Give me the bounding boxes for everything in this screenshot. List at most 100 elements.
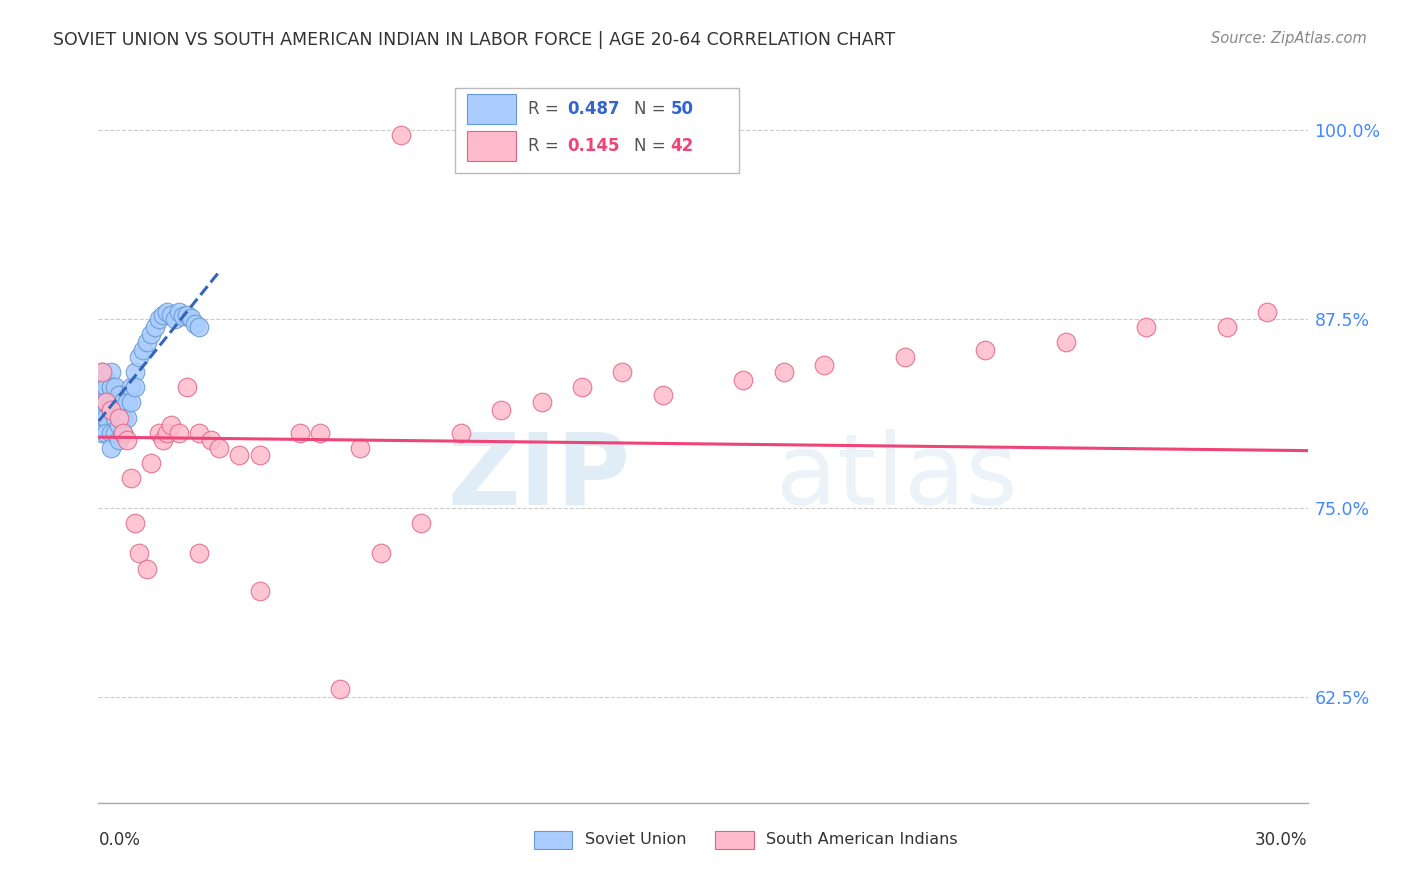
Point <box>91 365 114 379</box>
Bar <box>716 830 754 849</box>
Point <box>167 304 190 318</box>
Point <box>188 319 211 334</box>
Point <box>103 410 125 425</box>
Point <box>100 365 122 379</box>
Point <box>329 682 352 697</box>
Point <box>160 418 183 433</box>
Point <box>152 433 174 447</box>
Point <box>172 310 194 324</box>
Point <box>1054 334 1077 349</box>
Text: South American Indians: South American Indians <box>766 832 957 847</box>
Text: Soviet Union: Soviet Union <box>585 832 686 847</box>
Point <box>1216 319 1239 334</box>
Point <box>103 380 125 394</box>
Point <box>103 425 125 440</box>
Point <box>96 380 118 394</box>
Text: SOVIET UNION VS SOUTH AMERICAN INDIAN IN LABOR FORCE | AGE 20-64 CORRELATION CHA: SOVIET UNION VS SOUTH AMERICAN INDIAN IN… <box>53 31 896 49</box>
Point <box>249 584 271 599</box>
Point <box>409 516 432 531</box>
Point <box>139 456 162 470</box>
Point <box>288 425 311 440</box>
Point <box>120 471 142 485</box>
Point <box>370 547 392 561</box>
Point <box>143 319 166 334</box>
Point <box>91 365 114 379</box>
Text: ZIP: ZIP <box>447 428 630 525</box>
Point <box>115 410 138 425</box>
Point <box>156 304 179 318</box>
Bar <box>534 830 572 849</box>
Point <box>124 380 146 394</box>
Point <box>100 395 122 409</box>
Text: R =: R = <box>527 137 564 155</box>
Point <box>813 358 835 372</box>
Point <box>167 425 190 440</box>
Point <box>111 425 134 440</box>
Point <box>115 395 138 409</box>
Point <box>188 547 211 561</box>
Point <box>96 395 118 409</box>
Point <box>893 350 915 364</box>
Point <box>120 395 142 409</box>
Point <box>91 425 114 440</box>
Text: R =: R = <box>527 100 564 118</box>
Point <box>188 425 211 440</box>
Point <box>200 433 222 447</box>
Point <box>208 441 231 455</box>
Text: 0.487: 0.487 <box>568 100 620 118</box>
Point <box>612 365 634 379</box>
Point <box>107 433 129 447</box>
Bar <box>467 131 516 161</box>
Point <box>135 561 157 575</box>
Point <box>111 425 134 440</box>
Point <box>100 441 122 455</box>
Point <box>156 425 179 440</box>
Point <box>651 388 673 402</box>
Point <box>107 410 129 425</box>
Point <box>111 395 134 409</box>
FancyBboxPatch shape <box>456 88 740 173</box>
Text: N =: N = <box>634 100 671 118</box>
Point <box>91 395 114 409</box>
Text: 0.145: 0.145 <box>568 137 620 155</box>
Point <box>107 418 129 433</box>
Point <box>152 308 174 322</box>
Point <box>135 334 157 349</box>
Point <box>96 395 118 409</box>
Point <box>111 410 134 425</box>
Bar <box>467 95 516 124</box>
Point <box>974 343 997 357</box>
Point <box>115 433 138 447</box>
Point <box>530 395 553 409</box>
Point <box>100 403 122 417</box>
Point <box>91 373 114 387</box>
Point <box>100 403 122 417</box>
Point <box>124 365 146 379</box>
Point <box>91 380 114 394</box>
Point <box>184 317 207 331</box>
Point <box>148 425 170 440</box>
Point <box>100 380 122 394</box>
Point <box>249 448 271 462</box>
Point <box>100 425 122 440</box>
Point <box>450 425 472 440</box>
Text: Source: ZipAtlas.com: Source: ZipAtlas.com <box>1211 31 1367 46</box>
Point <box>491 403 513 417</box>
Point <box>309 425 332 440</box>
Point <box>1135 319 1157 334</box>
Point <box>733 373 755 387</box>
Point <box>389 128 412 142</box>
Point <box>96 410 118 425</box>
Point <box>139 327 162 342</box>
Point <box>176 308 198 322</box>
Point <box>128 350 150 364</box>
Point <box>228 448 250 462</box>
Text: 30.0%: 30.0% <box>1256 830 1308 849</box>
Point <box>772 365 794 379</box>
Point <box>176 380 198 394</box>
Point <box>160 308 183 322</box>
Point <box>91 410 114 425</box>
Point <box>132 343 155 357</box>
Point <box>163 312 186 326</box>
Point <box>124 516 146 531</box>
